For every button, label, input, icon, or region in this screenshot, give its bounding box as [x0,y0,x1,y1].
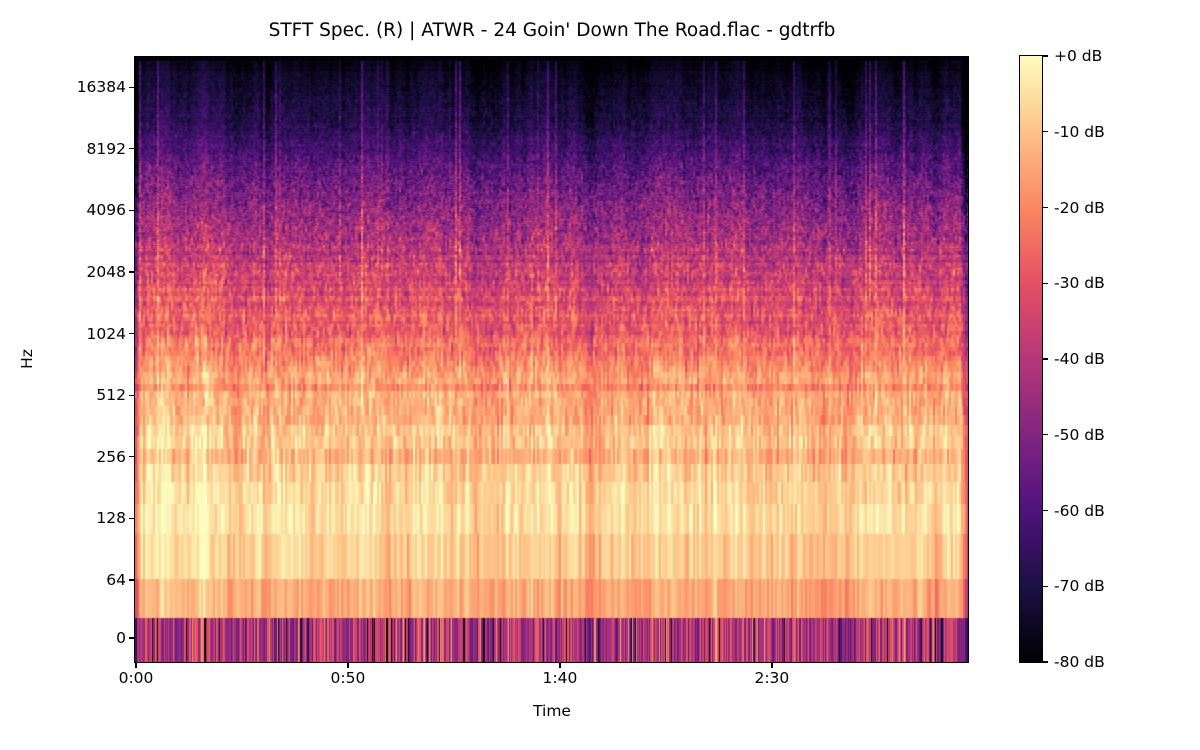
colorbar [1019,55,1043,663]
colorbar-tick-mark [1043,661,1048,663]
y-tick-mark [129,394,134,396]
y-tick-label: 256 [96,447,126,466]
colorbar-tick-label: -60 dB [1054,501,1105,520]
y-tick-label: 128 [96,509,126,528]
y-tick-mark [129,637,134,639]
y-tick-label: 16384 [76,78,126,97]
colorbar-tick-mark [1043,55,1048,57]
x-tick-label: 0:00 [118,669,154,687]
x-tick-label: 0:50 [330,669,366,687]
colorbar-tick-mark [1043,206,1048,209]
colorbar-tick-mark [1043,434,1048,436]
y-tick-label: 512 [96,386,126,405]
x-tick-label: 2:30 [754,669,790,687]
colorbar-tick-mark [1043,585,1048,587]
y-tick-mark [129,332,134,335]
colorbar-tick-label: -30 dB [1054,274,1105,293]
colorbar-tick-label: -50 dB [1054,425,1105,444]
y-tick-mark [129,579,134,581]
y-tick-label: 2048 [86,263,126,281]
colorbar-tick-label: -80 dB [1054,653,1105,671]
colorbar-tick-mark [1043,282,1048,284]
colorbar-tick-label: -10 dB [1054,122,1105,141]
y-tick-mark [129,456,134,458]
y-tick-label: 0 [116,629,126,647]
y-axis-label: Hz [18,349,36,369]
y-tick-mark [129,148,134,150]
x-tick-label: 1:40 [542,669,578,687]
y-tick-mark [129,517,134,520]
chart-title: STFT Spec. (R) | ATWR - 24 Goin' Down Th… [268,20,836,41]
x-axis-label: Time [533,702,571,720]
colorbar-tick-mark [1043,509,1048,512]
colorbar-tick-label: -20 dB [1054,198,1105,217]
colorbar-tick-label: -70 dB [1054,577,1105,596]
x-tick-mark [347,662,349,668]
y-tick-label: 1024 [86,324,126,343]
y-tick-label: 4096 [86,201,126,220]
x-tick-mark [135,662,137,668]
colorbar-tick-label: -40 dB [1054,350,1105,368]
x-tick-mark [771,662,773,668]
y-tick-mark [129,209,134,212]
colorbar-tick-mark [1043,131,1048,133]
colorbar-tick-mark [1043,358,1048,360]
y-tick-mark [129,86,134,88]
spectrogram-canvas [135,57,968,662]
spectrogram-plot-area [134,56,969,663]
y-tick-mark [129,271,134,273]
x-tick-mark [559,662,561,668]
y-tick-label: 8192 [86,139,126,158]
y-tick-label: 64 [106,571,126,589]
colorbar-tick-label: +0 dB [1054,47,1103,65]
